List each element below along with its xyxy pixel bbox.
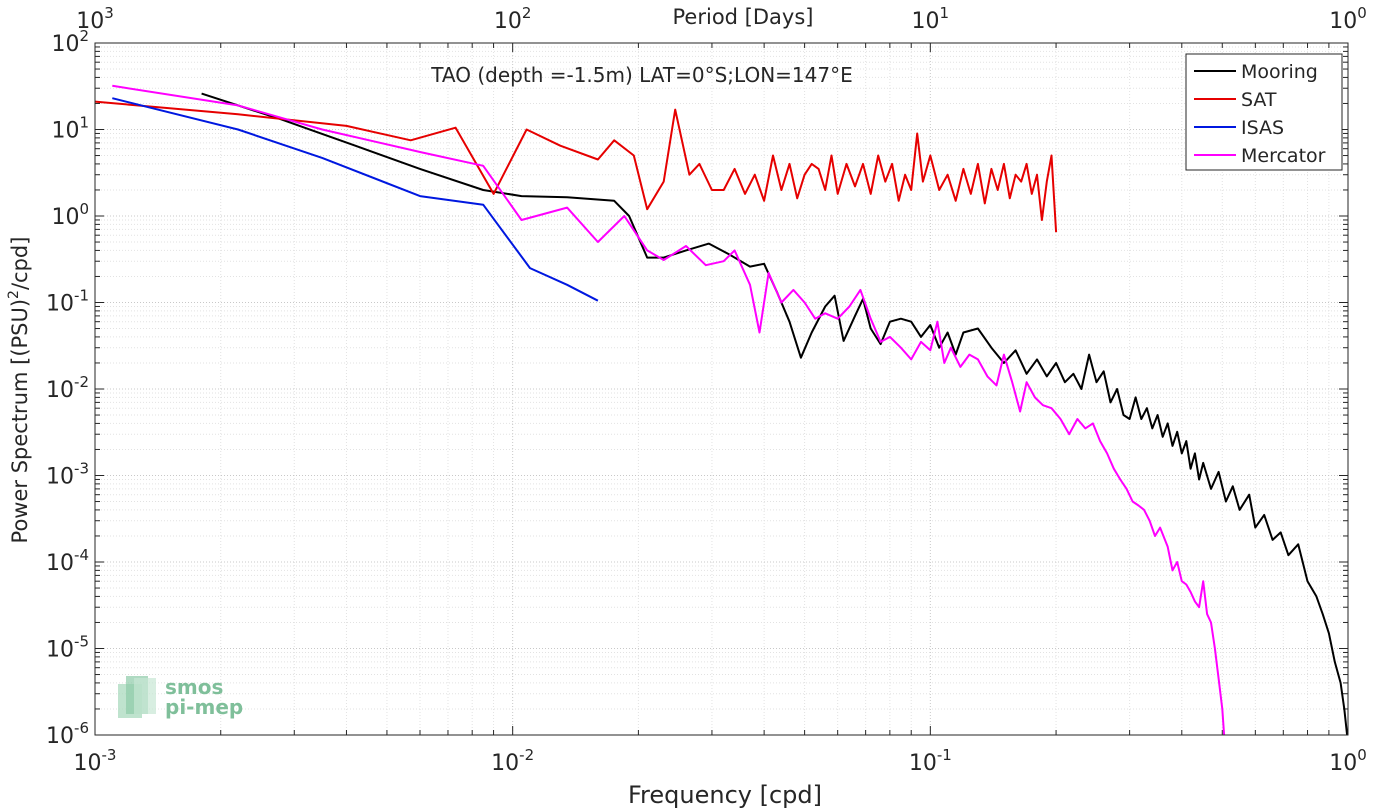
x-tick-label: 100 — [1329, 746, 1367, 776]
y-tick-label: 10-5 — [46, 633, 89, 663]
y-label-tail: /cpd] — [8, 237, 32, 290]
axis-ticks — [94, 43, 1348, 736]
logo-mark-3 — [134, 678, 156, 714]
y-tick-label: 10-2 — [46, 373, 89, 403]
y-tick-label: 10-4 — [46, 546, 89, 576]
y-tick-label: 10-3 — [46, 460, 89, 490]
y-label-main: Power Spectrum [(PSU) — [8, 299, 32, 544]
legend-label-mercator: Mercator — [1241, 145, 1326, 167]
top-tick-label: 103 — [76, 4, 114, 34]
logo-text-smos: smos — [165, 675, 223, 699]
y-axis-label: Power Spectrum [(PSU)2/cpd] — [6, 237, 32, 544]
y-label-superscript: 2 — [6, 290, 22, 299]
legend-label-isas: ISAS — [1241, 117, 1284, 139]
top-tick-label: 101 — [912, 4, 950, 34]
y-tick-label: 102 — [51, 27, 89, 57]
series-line-sat — [94, 100, 1058, 233]
legend-box — [1185, 53, 1343, 171]
x-axis-label: Frequency [cpd] — [628, 781, 822, 809]
x-tick-label: 10-1 — [909, 746, 952, 776]
chart-title: TAO (depth =-1.5m) LAT=0°S;LON=147°E — [430, 63, 852, 87]
x-tick-label: 10-3 — [74, 746, 117, 776]
y-tick-label: 100 — [51, 200, 89, 230]
series-layer — [94, 84, 1349, 736]
smos-pi-mep-logo: smos pi-mep — [118, 675, 243, 719]
axes-box — [94, 42, 1349, 736]
top-tick-label: 100 — [1329, 4, 1367, 34]
y-tick-label: 10-6 — [46, 719, 89, 749]
legend-label-mooring: Mooring — [1241, 61, 1318, 83]
x-tick-label: 10-2 — [491, 746, 534, 776]
top-axis-label: Period [Days] — [673, 5, 814, 29]
legend: Mooring SAT ISAS Mercator — [1185, 53, 1343, 171]
series-line-mercator — [112, 84, 1226, 736]
logo-text-pi-mep: pi-mep — [165, 695, 243, 719]
series-line-isas — [112, 97, 599, 302]
legend-label-sat: SAT — [1241, 89, 1277, 111]
series-line-mooring — [201, 92, 1349, 736]
y-tick-label: 101 — [51, 114, 89, 144]
grid — [94, 43, 1348, 736]
y-tick-label: 10-1 — [46, 287, 89, 317]
top-tick-label: 102 — [494, 4, 532, 34]
